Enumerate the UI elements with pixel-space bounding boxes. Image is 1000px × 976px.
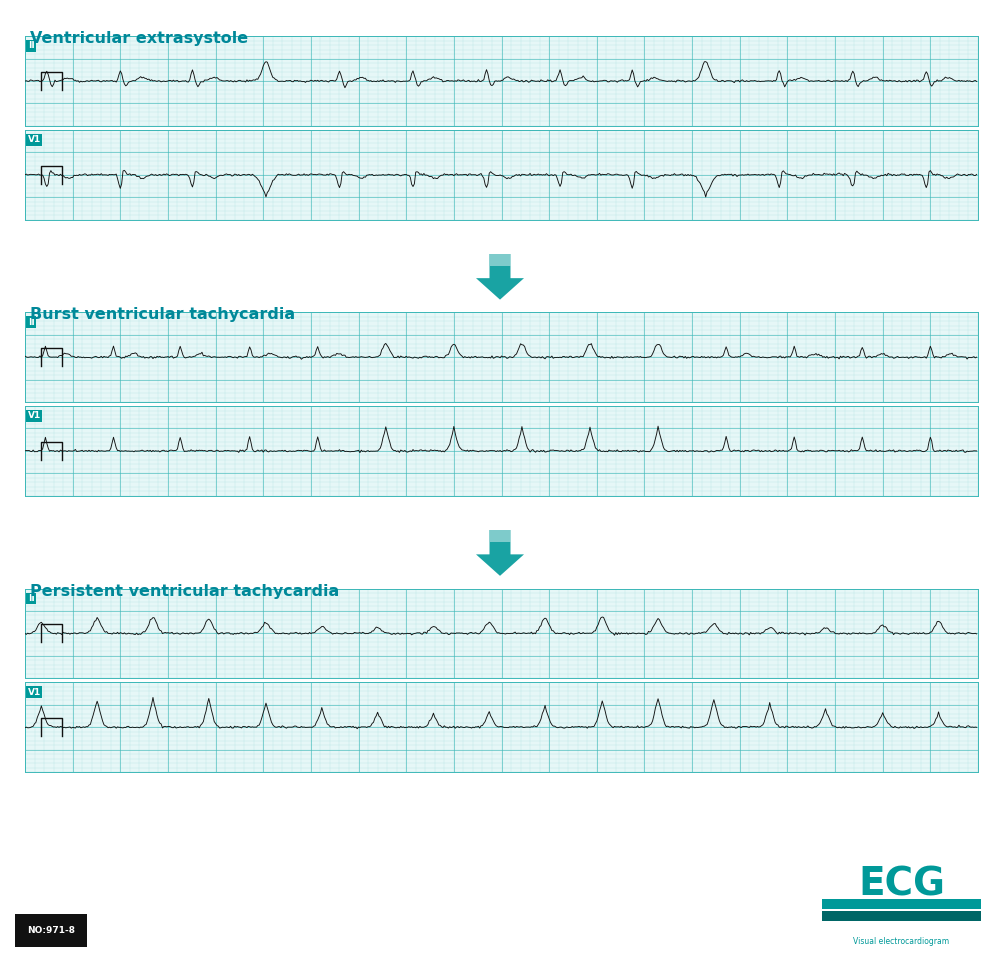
Text: NO:971-8: NO:971-8 [27, 926, 75, 935]
Text: Note: The patient died of ventricular fibrillation before coronary angiography.: Note: The patient died of ventricular fi… [94, 940, 406, 946]
Text: II: II [28, 318, 34, 327]
Polygon shape [476, 254, 524, 300]
Polygon shape [490, 530, 511, 543]
Text: Male, 64 years old, clinically diagnosed as acute extensive anterior and inferio: Male, 64 years old, clinically diagnosed… [94, 916, 567, 922]
Text: ECG: ECG [858, 866, 945, 904]
FancyBboxPatch shape [820, 856, 983, 956]
Text: V1: V1 [28, 136, 41, 144]
Text: V1: V1 [28, 688, 41, 697]
Text: Visual electrocardiogram: Visual electrocardiogram [853, 937, 950, 946]
Text: Persistent ventricular tachycardia: Persistent ventricular tachycardia [30, 584, 339, 598]
Text: Burst ventricular tachycardia: Burst ventricular tachycardia [30, 307, 295, 322]
Text: II: II [28, 42, 34, 51]
Text: Ventricular extrasystole: Ventricular extrasystole [30, 31, 248, 46]
Text: Acute myocardial infarction and ventricular arrhythmias: Acute myocardial infarction and ventricu… [15, 864, 696, 888]
Text: II: II [28, 594, 34, 603]
Text: V1: V1 [28, 412, 41, 421]
FancyBboxPatch shape [822, 912, 981, 921]
Polygon shape [476, 530, 524, 576]
FancyBboxPatch shape [822, 899, 981, 910]
FancyBboxPatch shape [15, 914, 87, 947]
Polygon shape [490, 254, 511, 265]
